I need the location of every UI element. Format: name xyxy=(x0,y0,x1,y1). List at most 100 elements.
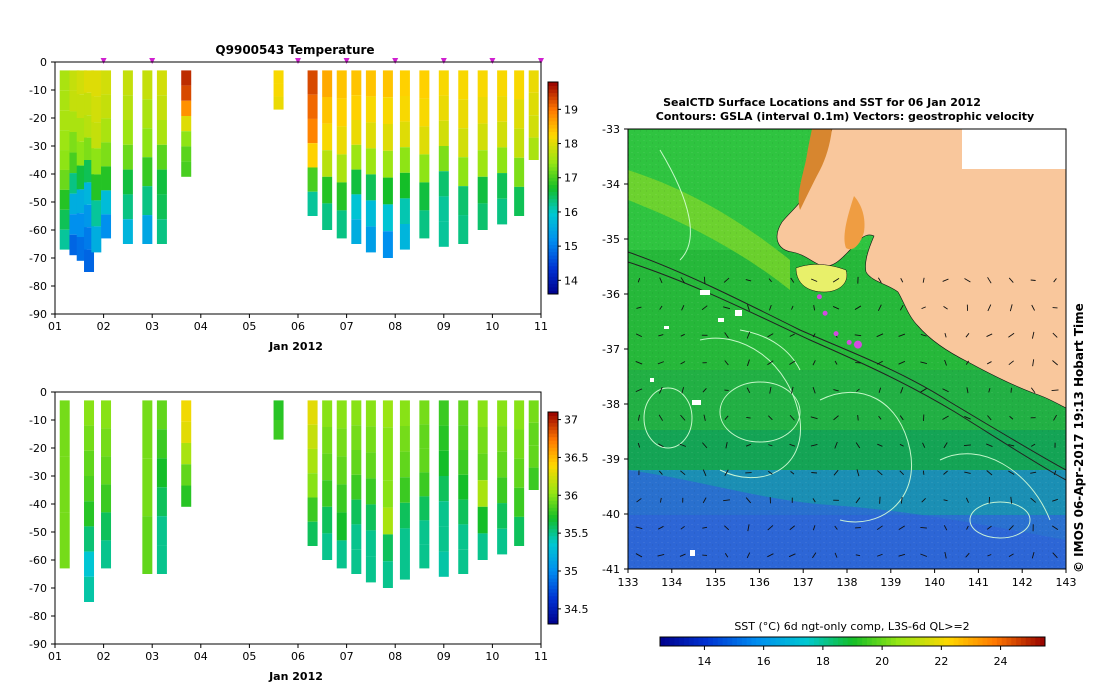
vector-127 xyxy=(769,386,772,394)
profile-3-cell-5 xyxy=(101,512,112,541)
vector-72 xyxy=(877,470,883,476)
sst-colorbar-segment-31 xyxy=(804,637,810,646)
vector-117 xyxy=(987,415,992,421)
profile-3 xyxy=(76,70,87,261)
vector-174 xyxy=(920,333,927,337)
profile-18-cell-6 xyxy=(399,198,410,224)
colorbar-segment-20 xyxy=(548,553,558,558)
lon-tick-label-133: 133 xyxy=(618,576,639,589)
profile-4-cell-2 xyxy=(84,92,95,116)
vector-150 xyxy=(834,360,838,365)
profile-1-cell-9 xyxy=(59,229,70,250)
colorbar-segment-41 xyxy=(548,479,558,484)
colorbar-segment-6 xyxy=(548,272,558,277)
profile-5 xyxy=(156,400,167,574)
profile-21-cell-1 xyxy=(528,400,539,423)
profile-19-cell-6 xyxy=(497,528,508,555)
colorbar-segment-32 xyxy=(548,510,558,515)
profile-25 xyxy=(528,70,539,160)
sst-colorbar-segment-19 xyxy=(746,637,752,646)
y-tick-label--70: -70 xyxy=(29,582,47,595)
colorbar-segment-1 xyxy=(548,290,558,295)
vector-172 xyxy=(876,333,884,338)
profile-17-cell-4 xyxy=(458,474,469,500)
sst-colorbar-segment-3 xyxy=(669,637,675,646)
profile-18-cell-5 xyxy=(399,172,410,199)
colorbar-segment-30 xyxy=(548,188,558,193)
lat-tick-label--41: -41 xyxy=(602,563,620,576)
colorbar-segment-31 xyxy=(548,514,558,519)
sst-colorbar-segment-50 xyxy=(895,637,902,646)
colorbar-segment-20 xyxy=(548,223,558,228)
colorbar-segment-38 xyxy=(548,489,558,494)
sst-colorbar-segment-57 xyxy=(929,637,935,646)
profile-8-cell-2 xyxy=(307,424,318,449)
sst-colorbar-segment-78 xyxy=(1030,637,1036,646)
sst-colorbar-segment-61 xyxy=(948,637,955,646)
lon-tick-label-137: 137 xyxy=(793,576,814,589)
vector-35 xyxy=(943,525,948,531)
vector-32 xyxy=(876,525,883,531)
lat-tick-label--40: -40 xyxy=(602,508,620,521)
vector-189 xyxy=(813,305,816,311)
profile-6-cell-1 xyxy=(101,70,112,95)
colorbar-segment-16 xyxy=(548,237,558,242)
profile-2-cell-6 xyxy=(69,173,80,194)
vector-22 xyxy=(657,525,664,530)
profile-16-cell-7 xyxy=(438,551,449,577)
profile-13-cell-7 xyxy=(382,561,393,588)
colorbar-segment-15 xyxy=(548,571,558,576)
profile-15-cell-3 xyxy=(351,120,362,145)
vector-141 xyxy=(635,361,643,365)
profile-20-cell-3 xyxy=(514,458,525,488)
profile-2-cell-4 xyxy=(69,132,80,153)
vector-163 xyxy=(680,333,685,337)
profile-12-cell-2 xyxy=(365,426,376,453)
profile-16-cell-5 xyxy=(365,174,376,201)
colorbar-segment-24 xyxy=(548,539,558,544)
colorbar-segment-56 xyxy=(548,426,558,431)
sst-colorbar-segment-32 xyxy=(809,637,815,646)
profile-9-cell-6 xyxy=(156,194,167,220)
sst-colorbar-segment-38 xyxy=(838,637,844,646)
vector-30 xyxy=(834,525,838,530)
profile-15-cell-7 xyxy=(351,219,362,244)
x-tick-label-02: 02 xyxy=(97,650,111,663)
colorbar-segment-44 xyxy=(548,468,558,473)
colorbar-segment-35 xyxy=(548,170,558,175)
profile-19-cell-2 xyxy=(497,426,508,452)
profile-1-cell-4 xyxy=(59,130,70,151)
profile-21-cell-3 xyxy=(528,445,539,468)
colorbar-segment-57 xyxy=(548,92,558,97)
sst-colorbar-segment-69 xyxy=(987,637,993,646)
temperature-title: Q9900543 Temperature xyxy=(215,43,374,57)
profile-22-cell-4 xyxy=(477,150,488,177)
sst-colorbar-segment-1 xyxy=(660,637,666,646)
profile-19-cell-5 xyxy=(419,182,430,211)
x-tick-label-06: 06 xyxy=(291,650,305,663)
profile-9-cell-5 xyxy=(156,169,167,195)
profile-10-cell-6 xyxy=(181,146,192,162)
profile-17-cell-7 xyxy=(382,231,393,258)
sst-colorbar-tick-label-14: 14 xyxy=(697,655,711,668)
sst-colorbar-segment-15 xyxy=(727,637,733,646)
sst-colorbar-segment-25 xyxy=(775,637,781,646)
vector-193 xyxy=(899,304,904,311)
colorbar-segment-54 xyxy=(548,433,558,438)
sst-colorbar-segment-62 xyxy=(953,637,959,646)
y-tick-label--10: -10 xyxy=(29,84,47,97)
profile-2-cell-7 xyxy=(69,193,80,215)
profile-19-cell-5 xyxy=(497,503,508,529)
colorbar-segment-26 xyxy=(548,202,558,207)
vector-58 xyxy=(1010,496,1013,504)
sst-colorbar-segment-23 xyxy=(765,637,772,646)
profile-7-cell-1 xyxy=(273,400,284,420)
colorbar-segment-27 xyxy=(548,198,558,203)
colorbar-segment-24 xyxy=(548,209,558,214)
vector-131 xyxy=(856,388,860,392)
colorbar-segment-17 xyxy=(548,563,558,568)
y-tick-label--10: -10 xyxy=(29,414,47,427)
surfacing-marker-5 xyxy=(392,58,399,64)
profile-1-cell-8 xyxy=(59,209,70,230)
vector-147 xyxy=(767,360,774,366)
